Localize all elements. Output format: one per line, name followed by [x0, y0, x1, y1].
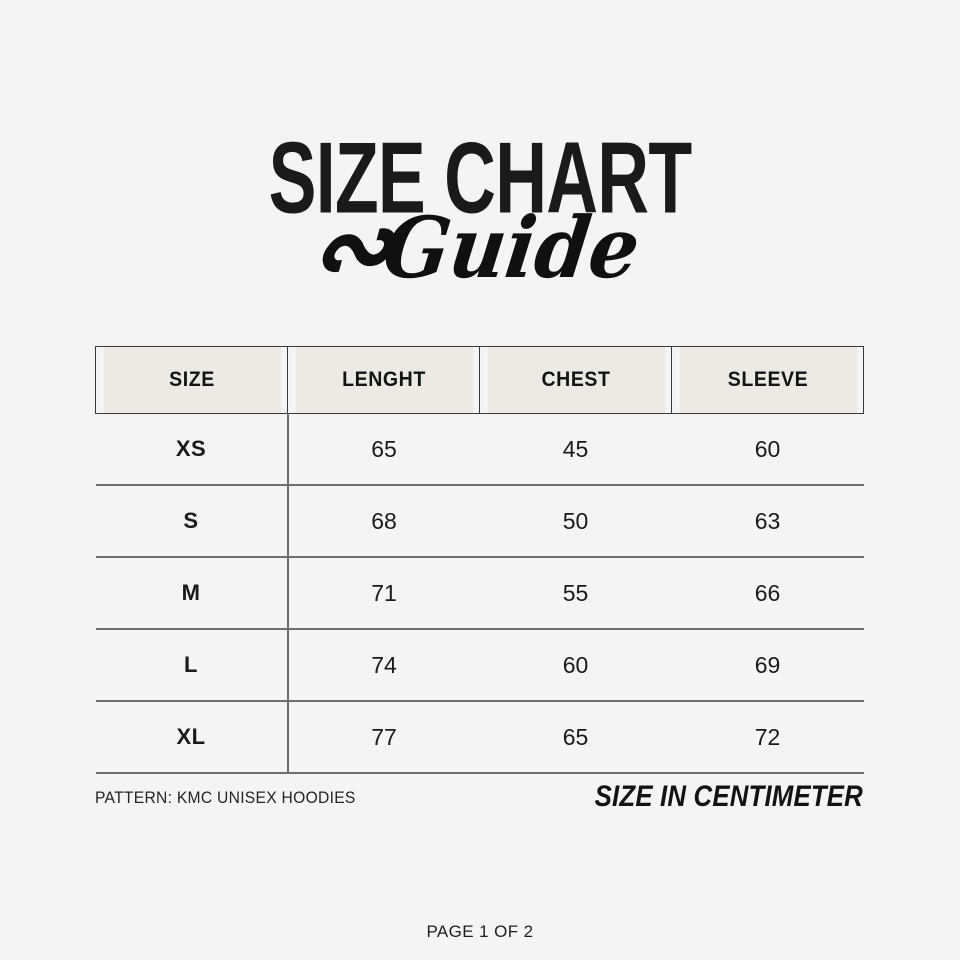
- table-row: S 68 50 63: [95, 485, 864, 558]
- cell-chest: 55: [479, 557, 672, 630]
- title-block: SIZE CHART ∾Guide: [0, 128, 960, 318]
- page-title: SIZE CHART: [268, 122, 693, 235]
- cell-chest: 65: [479, 701, 672, 774]
- cell-size: XS: [95, 413, 289, 486]
- page-subtitle-script: ∾Guide: [28, 180, 922, 316]
- cell-length: 77: [287, 701, 480, 774]
- column-header-size: SIZE: [101, 346, 282, 414]
- cell-sleeve: 69: [671, 629, 864, 702]
- size-table-wrapper: SIZE LENGHT CHEST SLEEVE XS 65 45 60 S 6…: [95, 346, 864, 774]
- cell-sleeve: 60: [671, 413, 864, 486]
- cell-chest: 60: [479, 629, 672, 702]
- cell-chest: 50: [479, 485, 672, 558]
- column-header-chest: CHEST: [485, 346, 666, 414]
- script-swash: ∾: [307, 180, 396, 316]
- page-subtitle-script-text: Guide: [377, 198, 646, 297]
- cell-sleeve: 72: [671, 701, 864, 774]
- pattern-note: PATTERN: KMC UNISEX HOODIES: [95, 788, 356, 807]
- table-row: XS 65 45 60: [95, 413, 864, 486]
- cell-chest: 45: [479, 413, 672, 486]
- table-row: M 71 55 66: [95, 557, 864, 630]
- table-row: L 74 60 69: [95, 629, 864, 702]
- cell-length: 71: [287, 557, 480, 630]
- table-header: SIZE LENGHT CHEST SLEEVE: [96, 346, 864, 414]
- table-header-row: SIZE LENGHT CHEST SLEEVE: [96, 346, 864, 414]
- table-body: XS 65 45 60 S 68 50 63 M 71 55 66: [95, 413, 864, 774]
- cell-sleeve: 66: [671, 557, 864, 630]
- cell-size: L: [95, 629, 289, 702]
- cell-length: 74: [287, 629, 480, 702]
- cell-length: 65: [287, 413, 480, 486]
- page-number: PAGE 1 OF 2: [426, 922, 534, 941]
- table-row: XL 77 65 72: [95, 701, 864, 774]
- table-footer-notes: PATTERN: KMC UNISEX HOODIES SIZE IN CENT…: [95, 780, 863, 830]
- cell-size: M: [95, 557, 289, 630]
- cell-length: 68: [287, 485, 480, 558]
- column-header-length: LENGHT: [293, 346, 474, 414]
- cell-size: S: [95, 485, 289, 558]
- cell-sleeve: 63: [671, 485, 864, 558]
- unit-note: SIZE IN CENTIMETER: [594, 780, 863, 813]
- cell-size: XL: [95, 701, 289, 774]
- size-table: SIZE LENGHT CHEST SLEEVE XS 65 45 60 S 6…: [95, 346, 864, 774]
- column-header-sleeve: SLEEVE: [677, 346, 858, 414]
